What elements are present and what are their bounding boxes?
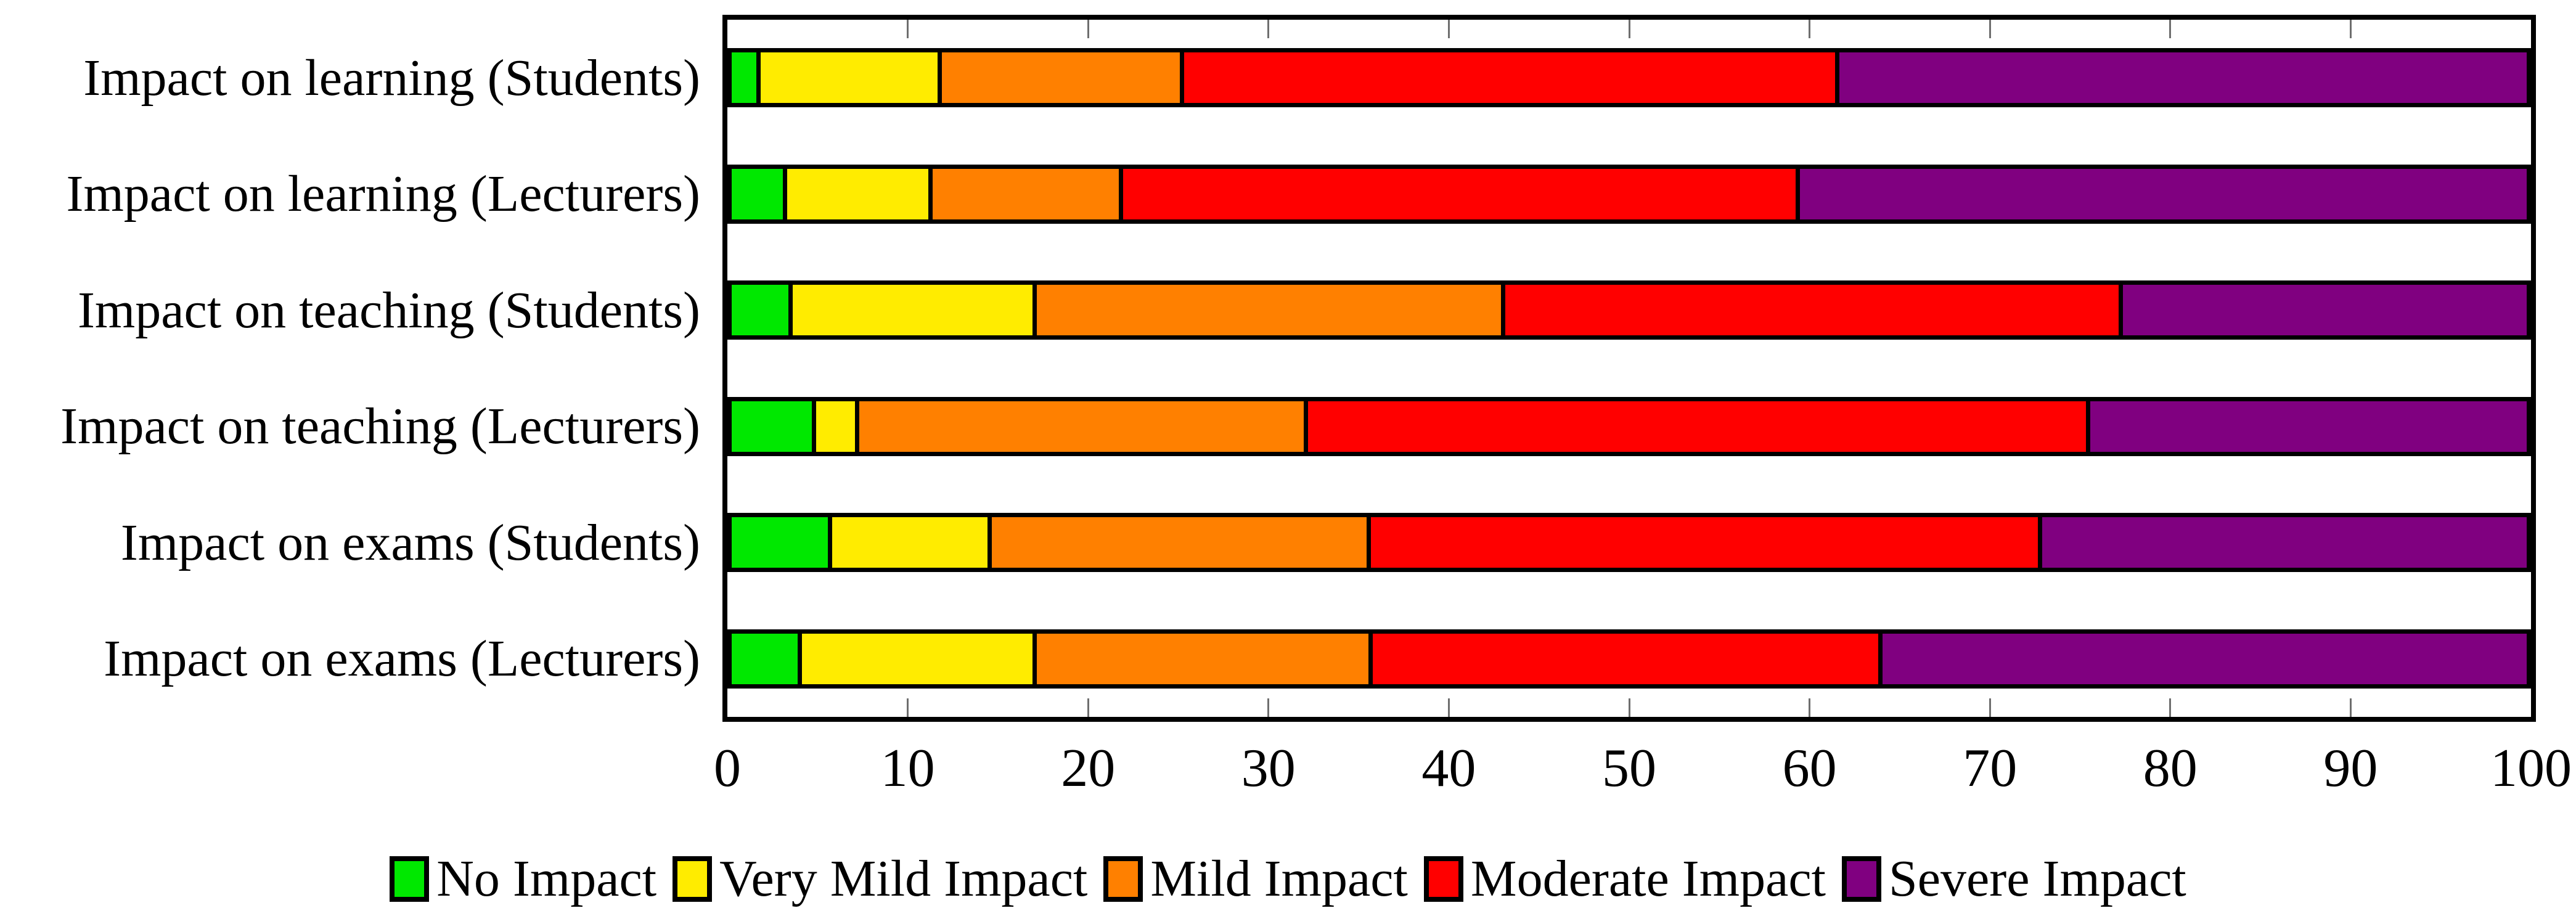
bar-segment (732, 517, 833, 568)
legend: No Impact Very Mild Impact Mild Impact Mode… (0, 837, 2576, 920)
legend-item: Severe Impact (1841, 849, 2186, 909)
x-axis-tick-labels: 0 10 20 30 40 50 60 70 80 90 100 (714, 737, 2572, 805)
bar-segment (1882, 633, 2527, 684)
bar-segment (1122, 168, 1800, 219)
x-axis-tick-label: 40 (1421, 738, 1476, 798)
bar-row (727, 513, 2531, 573)
plot-area (722, 15, 2536, 722)
legend-item: Mild Impact (1103, 849, 1408, 909)
x-axis-tick (1809, 698, 1811, 717)
bar-segment (793, 285, 1037, 336)
bar-segment (787, 168, 933, 219)
bar-segment (859, 401, 1308, 452)
legend-item: Moderate Impact (1423, 849, 1826, 909)
bar-segment (1839, 52, 2527, 104)
x-axis-tick (1628, 20, 1630, 38)
bar-segment (1037, 633, 1373, 684)
x-axis-tick-label: 30 (1241, 738, 1296, 798)
x-axis-tick (1267, 20, 1270, 38)
x-axis-tick-label: 80 (2143, 738, 2198, 798)
x-axis-tick (907, 20, 909, 38)
bar-row (727, 396, 2531, 456)
bar-row (727, 629, 2531, 689)
x-axis-tick-label: 50 (1602, 738, 1656, 798)
bar-segment (933, 168, 1123, 219)
x-axis-tick (2169, 698, 2172, 717)
bar-segment (760, 52, 942, 104)
y-axis-label: Impact on exams (Students) (120, 513, 700, 571)
x-axis-tick-label: 70 (1963, 738, 2018, 798)
bar-segment (816, 401, 859, 452)
bar-segment (1037, 285, 1506, 336)
x-axis-tick (2169, 20, 2172, 38)
bar-segment (1372, 633, 1883, 684)
legend-item: Very Mild Impact (673, 849, 1087, 909)
bar-segment (732, 401, 816, 452)
legend-label: Mild Impact (1150, 850, 1408, 907)
bar-segment (832, 517, 992, 568)
x-axis-tick (1087, 698, 1089, 717)
y-axis-label: Impact on learning (Lecturers) (66, 165, 700, 223)
legend-label: Moderate Impact (1470, 850, 1826, 907)
x-axis-tick (1447, 698, 1450, 717)
y-axis-label: Impact on teaching (Students) (77, 281, 700, 339)
bar-row (727, 48, 2531, 108)
x-axis-tick-label: 0 (714, 738, 741, 798)
bar-segment (801, 633, 1037, 684)
bar-segment (2042, 517, 2527, 568)
x-axis-tick (1989, 20, 1991, 38)
bar-row (727, 164, 2531, 224)
bar-segment (992, 517, 1371, 568)
bar-segment (1370, 517, 2042, 568)
y-axis-label: Impact on learning (Students) (83, 49, 700, 107)
y-axis-label: Impact on exams (Lecturers) (104, 630, 700, 688)
x-axis-tick (2349, 698, 2352, 717)
legend-label: No Impact (436, 850, 657, 907)
bar-segment (2090, 401, 2527, 452)
x-axis-tick-label: 100 (2490, 738, 2572, 798)
legend-label: Severe Impact (1888, 850, 2186, 907)
x-axis-tick (2349, 20, 2352, 38)
bar-segment (1505, 285, 2123, 336)
x-axis-tick-label: 10 (880, 738, 935, 798)
x-axis-tick-label: 20 (1061, 738, 1116, 798)
x-axis-tick (1989, 698, 1991, 717)
bar-segment (2122, 285, 2527, 336)
bar-segment (941, 52, 1184, 104)
legend-label: Very Mild Impact (719, 850, 1088, 907)
x-axis-tick-label: 60 (1782, 738, 1837, 798)
x-axis-tick (1087, 20, 1089, 38)
x-axis-tick (1628, 698, 1630, 717)
bar-segment (732, 52, 761, 104)
bar-segment (732, 168, 788, 219)
x-axis-tick (1809, 20, 1811, 38)
bar-segment (732, 285, 793, 336)
legend-swatch-icon (1103, 856, 1143, 902)
bar-segment (1307, 401, 2091, 452)
legend-swatch-icon (673, 856, 713, 902)
x-axis-tick (1447, 20, 1450, 38)
bar-row (727, 280, 2531, 340)
x-axis-tick (907, 698, 909, 717)
bar-segment (1799, 168, 2527, 219)
bar-segment (1184, 52, 1839, 104)
legend-swatch-icon (1423, 856, 1463, 902)
x-axis-tick (1267, 698, 1270, 717)
legend-item: No Impact (390, 849, 656, 909)
legend-swatch-icon (390, 856, 430, 902)
legend-swatch-icon (1841, 856, 1881, 902)
y-axis-label: Impact on teaching (Lecturers) (60, 398, 700, 456)
x-axis-tick-label: 90 (2323, 738, 2378, 798)
bar-segment (732, 633, 802, 684)
